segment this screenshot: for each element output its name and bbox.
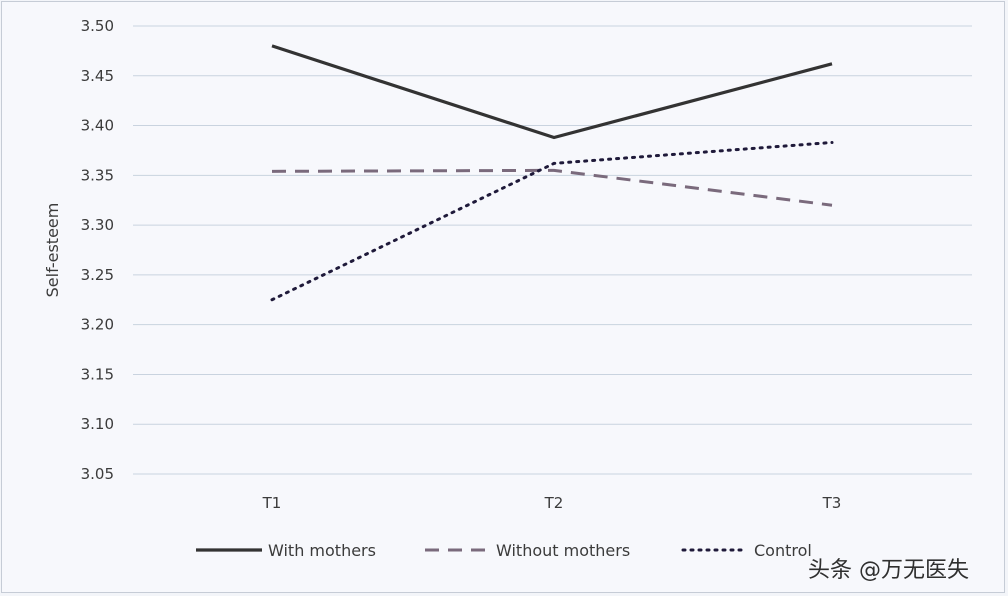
y-tick-label: 3.10 (81, 415, 114, 433)
y-tick-label: 3.45 (81, 67, 114, 85)
y-tick-label: 3.20 (81, 316, 114, 334)
legend-label: With mothers (268, 541, 376, 560)
y-tick-label: 3.30 (81, 216, 114, 234)
legend-label: Control (754, 541, 812, 560)
series-line-with-mothers (271, 44, 833, 140)
x-tick-label: T2 (544, 494, 564, 512)
watermark: 头条 @万无医失 (808, 558, 969, 583)
series-line-without-mothers (271, 168, 833, 207)
y-tick-label: 3.50 (81, 17, 114, 35)
y-axis-title: Self-esteem (43, 203, 62, 298)
legend-label: Without mothers (496, 541, 630, 560)
y-tick-label: 3.40 (81, 117, 114, 135)
x-tick-label: T3 (822, 494, 842, 512)
y-tick-label: 3.25 (81, 266, 114, 284)
y-tick-label: 3.15 (81, 365, 114, 383)
y-tick-label: 3.05 (81, 465, 114, 483)
y-tick-label: 3.35 (81, 166, 114, 184)
series-line-control (270, 140, 834, 302)
x-tick-label: T1 (262, 494, 282, 512)
